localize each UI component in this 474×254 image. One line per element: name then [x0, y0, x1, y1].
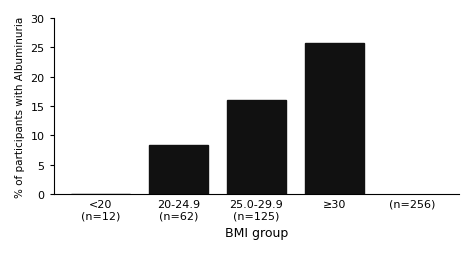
X-axis label: BMI group: BMI group	[225, 226, 288, 239]
Bar	[149, 146, 208, 194]
Bar	[227, 101, 285, 194]
Y-axis label: % of participants with Albuminuria: % of participants with Albuminuria	[15, 16, 25, 197]
Bar	[305, 43, 364, 194]
